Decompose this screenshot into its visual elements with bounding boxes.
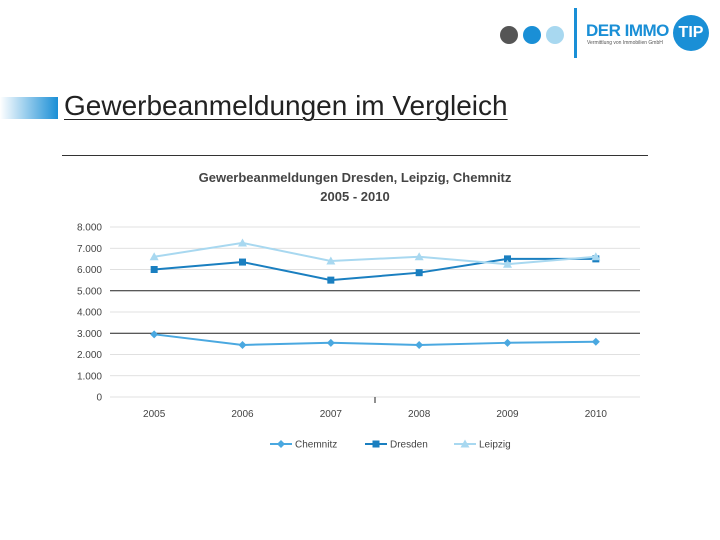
x-tick-label: 2007 <box>320 409 343 420</box>
line-chart: Gewerbeanmeldungen Dresden, Leipzig, Che… <box>77 170 640 451</box>
data-point-dresden <box>504 255 511 263</box>
slide-title: Gewerbeanmeldungen im Vergleich <box>64 90 508 121</box>
legend-marker-chemnitz <box>277 440 285 448</box>
series-line-leipzig <box>154 241 596 266</box>
x-tick-label: 2005 <box>143 409 166 420</box>
data-point-leipzig <box>326 256 336 265</box>
series-line-dresden <box>154 257 596 282</box>
logo-divider <box>574 8 577 58</box>
data-point-dresden <box>415 269 423 277</box>
data-point-chemnitz <box>326 338 335 347</box>
data-point-chemnitz <box>503 338 512 347</box>
data-point-chemnitz <box>591 337 600 346</box>
logo-dots <box>500 26 564 44</box>
chart-title: Gewerbeanmeldungen Dresden, Leipzig, Che… <box>199 170 512 185</box>
y-tick-label: 8.000 <box>77 223 102 234</box>
legend-label-leipzig: Leipzig <box>479 440 511 451</box>
legend-label-dresden: Dresden <box>390 440 428 451</box>
data-point-chemnitz <box>238 340 247 349</box>
y-tick-label: 1.000 <box>77 371 102 382</box>
x-tick-label: 2006 <box>231 409 254 420</box>
data-point-leipzig <box>238 238 247 247</box>
data-point-leipzig <box>414 252 424 261</box>
data-point-leipzig <box>149 252 159 261</box>
data-point-chemnitz <box>150 330 159 339</box>
logo-text: DER IMMO <box>586 21 669 40</box>
x-tick-label: 2009 <box>496 409 519 420</box>
data-point-dresden <box>150 266 158 273</box>
y-tick-label: 7.000 <box>77 244 102 255</box>
data-point-dresden <box>239 258 246 266</box>
data-point-leipzig <box>503 259 512 268</box>
data-point-chemnitz <box>415 340 424 349</box>
y-tick-label: 4.000 <box>77 308 102 319</box>
data-point-leipzig <box>591 252 601 261</box>
legend-marker-dresden <box>372 440 380 448</box>
logo-dot-blue <box>523 26 541 44</box>
logo-badge: TIP <box>673 15 709 51</box>
logo-dot-light <box>546 26 564 44</box>
data-point-dresden <box>327 276 335 284</box>
x-tick-label: 2010 <box>585 409 608 420</box>
title-accent-bar <box>0 97 58 119</box>
y-tick-label: 5.000 <box>77 286 102 297</box>
y-tick-label: 6.000 <box>77 265 102 276</box>
title-divider <box>62 155 648 156</box>
y-tick-label: 3.000 <box>77 329 102 340</box>
logo-dot-dark <box>500 26 518 44</box>
x-tick-label: 2008 <box>408 409 431 420</box>
chart-subtitle: 2005 - 2010 <box>320 189 389 204</box>
y-tick-label: 0 <box>96 393 102 404</box>
legend-label-chemnitz: Chemnitz <box>295 440 337 451</box>
legend-marker-leipzig <box>460 439 470 448</box>
y-tick-label: 2.000 <box>77 350 102 361</box>
series-line-chemnitz <box>154 333 596 346</box>
logo-subtitle: Vermittlung von Immobilien GmbH <box>587 40 663 46</box>
